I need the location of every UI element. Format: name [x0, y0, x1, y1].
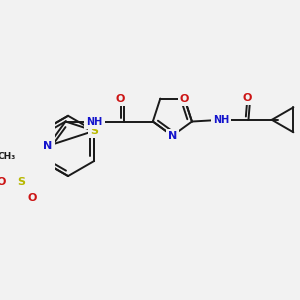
Text: O: O — [242, 93, 252, 103]
Text: CH₃: CH₃ — [0, 152, 16, 161]
Text: S: S — [90, 126, 98, 136]
Text: S: S — [17, 177, 26, 187]
Text: O: O — [28, 193, 37, 203]
Text: O: O — [180, 94, 189, 103]
Text: O: O — [0, 177, 6, 187]
Text: N: N — [43, 141, 52, 151]
Text: N: N — [168, 131, 177, 141]
Text: NH: NH — [213, 115, 229, 125]
Text: O: O — [116, 94, 125, 104]
Text: NH: NH — [86, 116, 103, 127]
